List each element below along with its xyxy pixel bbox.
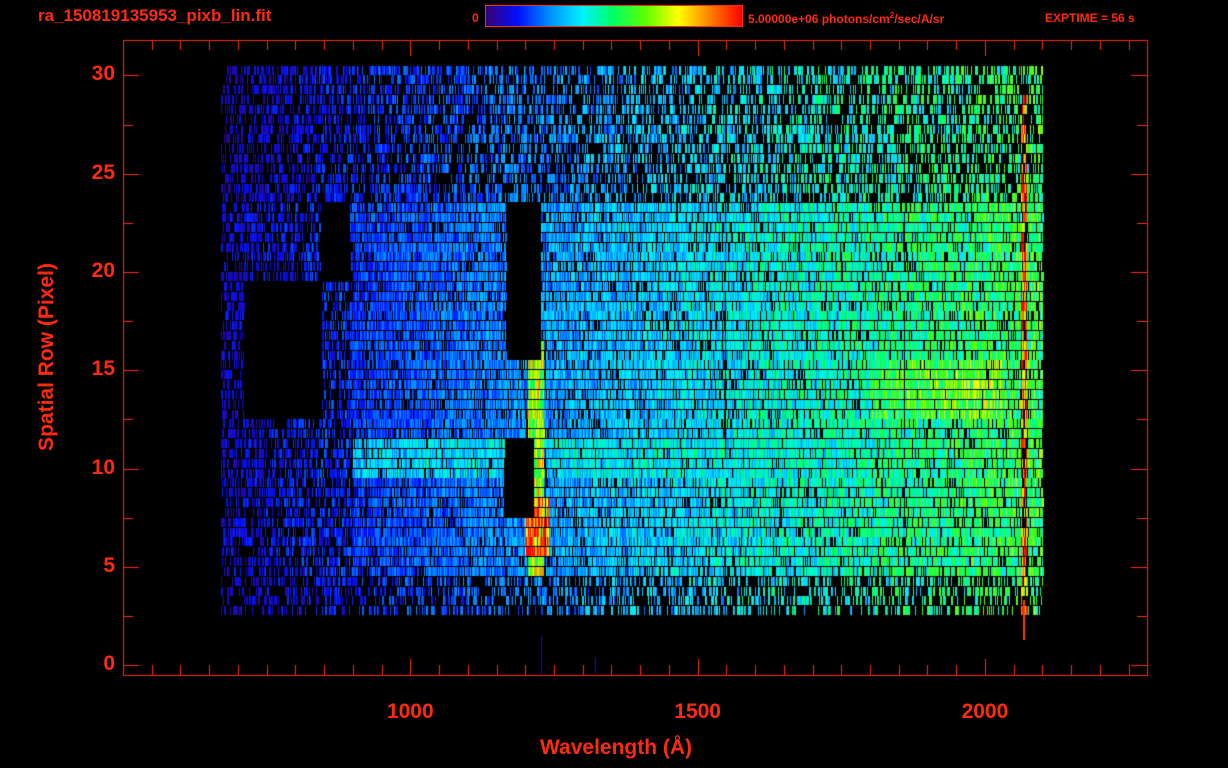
y-tick-label: 5 (103, 553, 115, 577)
colorbar-max-prefix: 5.00000e+06 photons/cm (748, 12, 890, 26)
y-axis-label: Spatial Row (Pixel) (35, 263, 58, 451)
colorbar (485, 5, 743, 27)
y-tick-label: 0 (103, 652, 115, 676)
colorbar-max-label: 5.00000e+06 photons/cm2/sec/A/sr (748, 11, 944, 26)
y-tick-label: 30 (91, 62, 115, 86)
file-title: ra_150819135953_pixb_lin.fit (38, 6, 272, 25)
x-axis-label: Wavelength (Å) (540, 736, 693, 759)
colorbar-max-suffix: /sec/A/sr (894, 12, 945, 26)
y-tick-label: 15 (91, 357, 115, 381)
x-tick-label: 2000 (961, 700, 1009, 723)
x-tick-label: 1500 (674, 700, 721, 723)
colorbar-min-label: 0 (472, 11, 479, 25)
y-tick-label: 10 (91, 455, 115, 479)
exptime-label: EXPTIME = 56 s (1045, 11, 1135, 25)
y-tick-label: 20 (91, 258, 115, 282)
colorbar-max-sup: 2 (889, 11, 895, 20)
x-tick-label: 1000 (386, 700, 434, 723)
y-tick-label: 25 (91, 160, 115, 184)
